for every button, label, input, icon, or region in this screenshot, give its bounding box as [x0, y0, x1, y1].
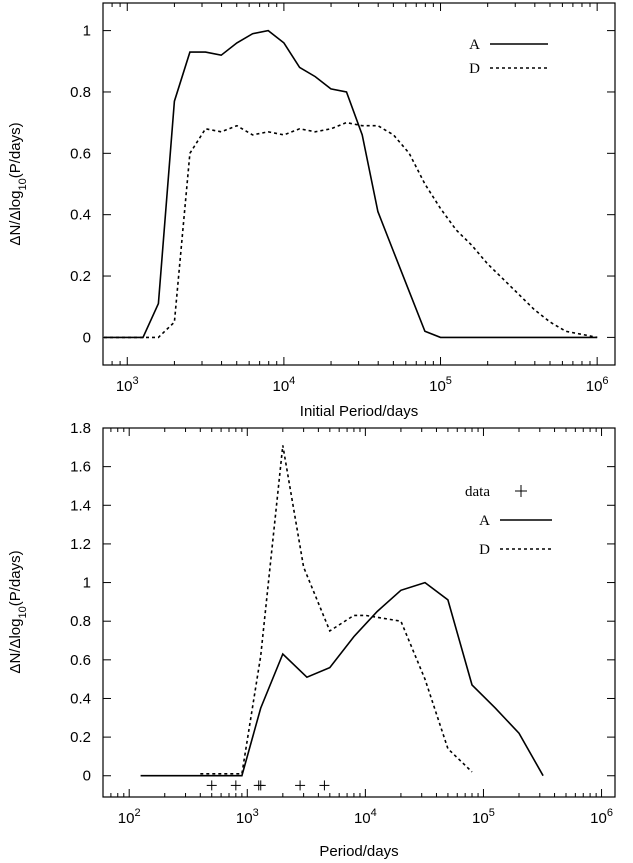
y-tick-label: 0: [83, 768, 91, 785]
x-tick-label: 103: [236, 807, 259, 827]
series-line-D: [200, 445, 473, 775]
series-top: [104, 29, 598, 339]
x-tick-label: 103: [116, 375, 139, 395]
x-tick-label: 106: [590, 807, 613, 827]
y-tick-label: 1.6: [70, 459, 91, 476]
y-tick-label: 1.8: [70, 420, 91, 437]
y-axis-label-bottom: ΔN/Δlog10(P/days): [7, 550, 29, 673]
chart-bottom: 102 103 104 105 106 0 0.2 0.4 0.6 0.8 1 1.2 1.4 1.6 1.…: [7, 420, 616, 860]
x-tick-label: 106: [586, 375, 609, 395]
ticks-top: 103 104 105 106 0 0.2 0.4 0.6 0.8 1: [70, 3, 615, 395]
chart-top: 103 104 105 106 0 0.2 0.4 0.6 0.8 1 Initial Perio…: [7, 2, 616, 420]
legend-bottom: data A D: [465, 484, 552, 558]
data-point-marker: [255, 780, 266, 791]
x-axis-label-top: Initial Period/days: [300, 403, 418, 420]
data-point-marker: [206, 780, 217, 791]
data-point-marker: [295, 780, 306, 791]
y-tick-label: 1.2: [70, 536, 91, 553]
plot-frame-top: [102, 2, 616, 366]
y-tick-label: 0.8: [70, 613, 91, 630]
data-point-marker: [230, 780, 241, 791]
series-bottom: [140, 445, 544, 791]
x-tick-label: 102: [118, 807, 141, 827]
y-tick-label: 0.2: [70, 729, 91, 746]
data-point-marker: [319, 780, 330, 791]
y-tick-label: 0: [83, 329, 91, 346]
legend-label: A: [479, 513, 490, 529]
y-tick-label: 0.6: [70, 652, 91, 669]
x-tick-label: 105: [429, 375, 452, 395]
y-tick-label: 1.4: [70, 497, 91, 514]
x-tick-label: 105: [472, 807, 495, 827]
ticks-bottom: 102 103 104 105 106 0 0.2 0.4 0.6 0.8 1 1.2 1.4 1.6 1.…: [70, 420, 615, 827]
x-tick-label: 104: [272, 375, 295, 395]
y-tick-label: 1: [83, 23, 91, 40]
y-tick-label: 0.6: [70, 145, 91, 162]
legend-top: A D: [469, 37, 548, 77]
y-tick-label: 1: [83, 575, 91, 592]
x-tick-label: 104: [354, 807, 377, 827]
series-line-D: [104, 121, 598, 339]
y-axis-label-top: ΔN/Δlog10(P/days): [7, 122, 29, 245]
y-tick-label: 0.8: [70, 84, 91, 101]
legend-label: data: [465, 484, 490, 500]
series-line-A: [104, 29, 598, 339]
legend-label: A: [469, 37, 480, 53]
legend-label: D: [469, 61, 480, 77]
y-tick-label: 0.2: [70, 268, 91, 285]
x-axis-label-bottom: Period/days: [319, 843, 398, 860]
y-tick-label: 0.4: [70, 207, 91, 224]
plot-frame-bottom: [102, 427, 616, 798]
series-line-A: [140, 581, 544, 777]
legend-plus-marker: [515, 485, 527, 497]
y-tick-label: 0.4: [70, 690, 91, 707]
legend-label: D: [479, 542, 490, 558]
